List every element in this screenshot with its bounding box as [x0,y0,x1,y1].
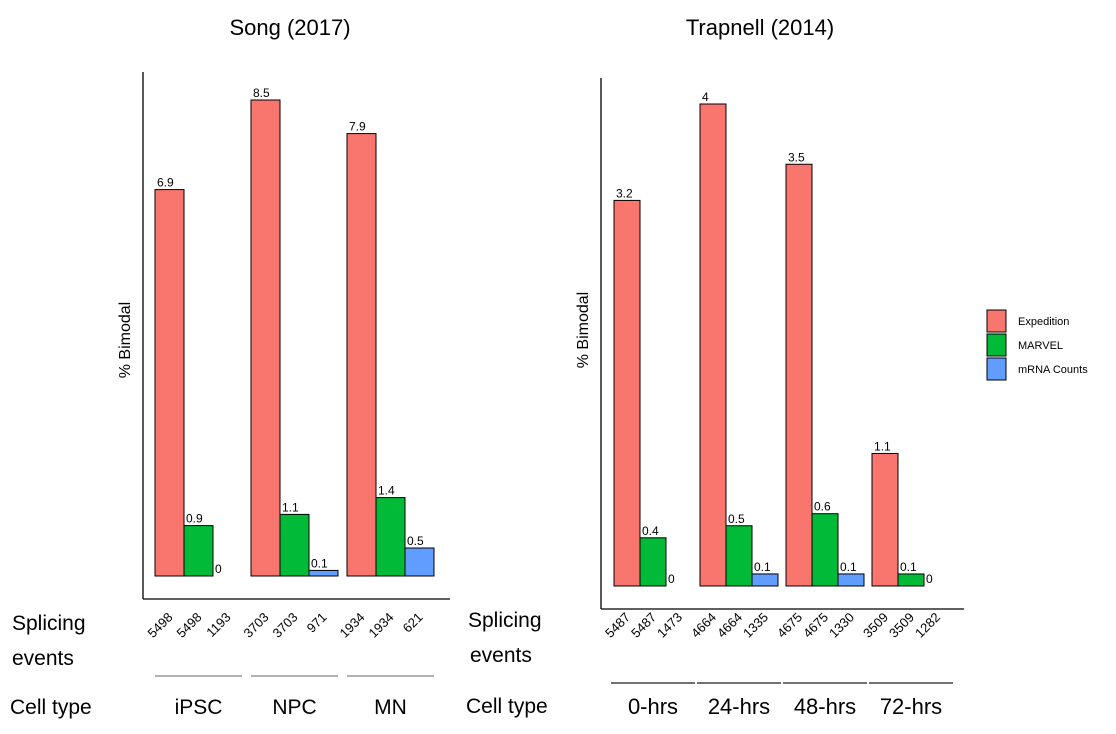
song-cell-types: iPSC NPC MN [155,675,434,719]
trapnell-bars: 3.2 0.4 0 4 0.5 0.1 3.5 0.6 0.1 1.1 0.1 0 [613,90,933,587]
splicing-count-mrna-counts-mn: 621 [400,610,426,636]
legend-swatch-mrna-counts [986,357,1007,381]
legend-label-marvel: MARVEL [1018,340,1063,352]
splicing-count-expedition-72-hrs: 3509 [860,610,891,641]
value-label-mrna-counts-24-hrs: 0.1 [754,560,771,574]
splicing-count-mrna-counts-24-hrs: 1335 [740,610,771,641]
bar-marvel-24-hrs [725,525,753,587]
value-label-expedition-48-hrs: 3.5 [788,150,805,164]
cell-type-mn: MN [374,696,407,719]
splicing-count-expedition-0-hrs: 5487 [602,610,633,641]
bar-marvel-0-hrs [639,537,667,587]
value-label-marvel-ipsc: 0.9 [186,512,203,526]
splicing-count-marvel-24-hrs: 4664 [714,610,745,641]
splicing-count-marvel-48-hrs: 4675 [800,610,831,641]
splicing-count-marvel-mn: 1934 [366,610,397,641]
value-label-marvel-0-hrs: 0.4 [642,524,659,538]
right-splicing-label-1: Splicing [468,609,542,632]
left-splicing-label-1: Splicing [12,612,86,635]
splicing-count-marvel-ipsc: 5498 [174,610,205,641]
bar-expedition-24-hrs [699,103,727,587]
left-splicing-label-2: events [12,647,74,670]
bar-marvel-48-hrs [811,513,839,587]
value-label-expedition-ipsc: 6.9 [157,176,174,190]
trapnell-cell-types: 0-hrs 24-hrs 48-hrs 72-hrs [611,682,953,719]
value-label-expedition-0-hrs: 3.2 [616,186,633,200]
legend: Expedition MARVEL mRNA Counts [986,309,1088,381]
splicing-count-mrna-counts-npc: 971 [304,610,330,636]
splicing-count-marvel-0-hrs: 5487 [628,610,659,641]
splicing-count-mrna-counts-0-hrs: 1473 [654,610,685,641]
legend-swatch-marvel [986,333,1007,357]
value-label-mrna-counts-mn: 0.5 [407,534,424,548]
value-label-marvel-48-hrs: 0.6 [814,500,831,514]
value-label-marvel-24-hrs: 0.5 [728,512,745,526]
cell-type-24-hrs: 24-hrs [708,694,770,719]
value-label-mrna-counts-72-hrs: 0 [926,572,933,586]
bar-expedition-npc [250,99,281,577]
left-celltype-label: Cell type [10,696,92,719]
value-label-marvel-72-hrs: 0.1 [900,560,917,574]
splicing-count-mrna-counts-48-hrs: 1330 [826,610,857,641]
splicing-count-expedition-ipsc: 5498 [145,610,176,641]
bar-marvel-ipsc [183,525,214,577]
value-label-marvel-mn: 1.4 [378,484,395,498]
song-bars: 6.9 0.9 0 8.5 1.1 0.1 7.9 1.4 0.5 [154,86,435,577]
bar-marvel-npc [279,513,310,577]
value-label-mrna-counts-48-hrs: 0.1 [840,560,857,574]
bar-mrna-counts-npc [308,569,339,577]
right-splicing-label-2: events [470,644,532,667]
splicing-count-mrna-counts-ipsc: 1193 [203,610,233,640]
splicing-count-expedition-mn: 1934 [337,610,368,641]
splicing-count-mrna-counts-72-hrs: 1282 [912,610,943,641]
cell-type-0-hrs: 0-hrs [628,694,678,719]
cell-type-48-hrs: 48-hrs [794,694,856,719]
trapnell-ylabel: % Bimodal [575,292,592,368]
value-label-expedition-npc: 8.5 [253,86,270,100]
value-label-expedition-72-hrs: 1.1 [874,439,891,453]
cell-type-72-hrs: 72-hrs [880,694,942,719]
bar-marvel-mn [375,497,406,577]
legend-label-expedition: Expedition [1018,316,1069,328]
value-label-expedition-mn: 7.9 [349,120,366,134]
trapnell-title: Trapnell (2014) [686,15,834,40]
splicing-count-expedition-npc: 3703 [241,610,272,641]
legend-label-mrna-counts: mRNA Counts [1018,364,1088,376]
trapnell-panel: Trapnell (2014) % Bimodal 3.2 0.4 0 4 0.5 0.1… [575,15,964,719]
bar-mrna-counts-24-hrs [751,573,779,587]
legend-swatch-expedition [986,309,1007,333]
cell-type-npc: NPC [272,696,316,719]
value-label-mrna-counts-npc: 0.1 [311,556,328,570]
value-label-expedition-24-hrs: 4 [702,90,709,104]
bar-expedition-ipsc [154,189,185,577]
bar-expedition-mn [346,133,377,577]
cell-type-ipsc: iPSC [175,696,223,719]
bar-expedition-72-hrs [871,452,899,587]
value-label-mrna-counts-0-hrs: 0 [668,572,675,586]
song-ylabel: % Bimodal [117,302,134,378]
value-label-mrna-counts-ipsc: 0 [215,562,222,576]
splicing-count-marvel-72-hrs: 3509 [886,610,917,641]
bar-expedition-48-hrs [785,163,813,587]
bar-expedition-0-hrs [613,199,641,587]
bar-marvel-72-hrs [897,573,925,587]
right-celltype-label: Cell type [466,695,548,718]
splicing-count-marvel-npc: 3703 [270,610,301,641]
bar-mrna-counts-mn [404,547,435,577]
value-label-marvel-npc: 1.1 [282,500,299,514]
song-title: Song (2017) [229,15,350,40]
song-panel: Song (2017) % Bimodal 6.9 0.9 0 8.5 1.1 0.1 7.… [117,15,450,719]
bar-mrna-counts-48-hrs [837,573,865,587]
splicing-count-expedition-48-hrs: 4675 [774,610,805,641]
splicing-count-expedition-24-hrs: 4664 [688,610,719,641]
